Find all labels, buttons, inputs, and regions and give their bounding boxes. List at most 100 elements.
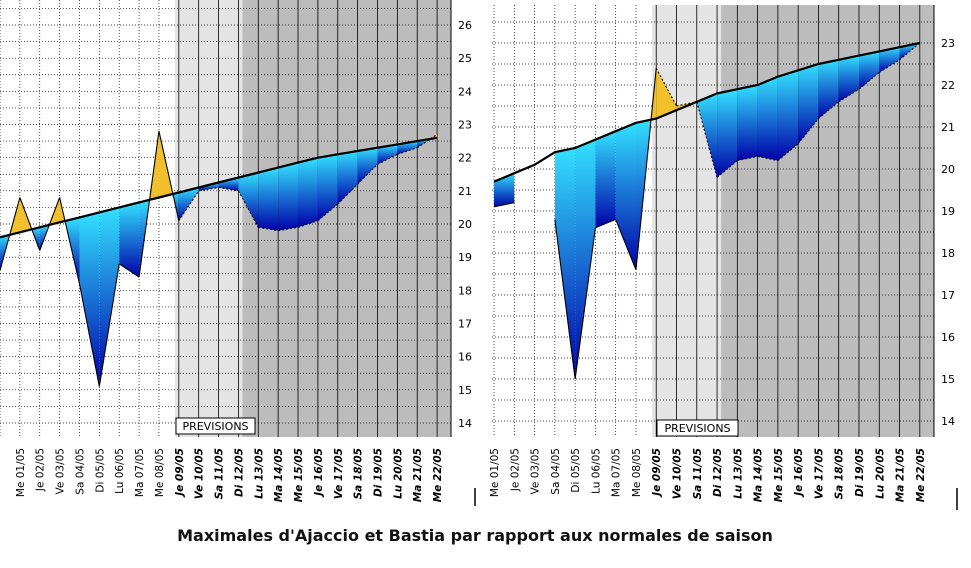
anomaly-below-normal (377, 144, 398, 165)
y-tick-label: 18 (458, 284, 472, 297)
y-tick-label: 20 (941, 163, 955, 176)
max-temp-segment (595, 218, 616, 229)
seasonal-normal-line (0, 136, 438, 239)
x-tick-label: Me 15/05 (773, 448, 785, 502)
anomaly-below-normal (737, 85, 758, 161)
anomaly-above-normal (656, 68, 677, 119)
anomaly-below-normal (615, 122, 636, 270)
y-tick-label: 24 (458, 85, 472, 98)
x-tick-label: Di 05/05 (570, 448, 582, 493)
forecast-label: PREVISIONS (664, 422, 730, 435)
max-temp-segment (554, 219, 576, 380)
max-temp-segment (297, 220, 319, 228)
max-temp-segment (757, 155, 778, 162)
max-temp-segment (357, 163, 378, 185)
y-tick-label: 26 (458, 19, 472, 32)
bastia-chart: 14 15 16 17 18 19 20 21 22 23 Me 01/05 Je 02/05 Ve 0… (474, 5, 955, 506)
max-temp-segment (737, 155, 758, 162)
anomaly-below-normal (777, 70, 799, 161)
max-temp-segment (858, 71, 880, 90)
anomaly-below-normal (119, 202, 140, 278)
max-temp-segment (118, 263, 140, 278)
max-temp-segment (615, 219, 637, 271)
x-tick-label: Je 09/05 (174, 448, 186, 498)
x-tick-label: Me 08/05 (631, 448, 643, 497)
x-tick-label: Lu 13/05 (732, 448, 744, 499)
x-tick-label: Sa 18/05 (353, 448, 365, 499)
max-temp-segment (696, 101, 718, 178)
max-temp-segment (317, 203, 339, 222)
x-tick-label: Je 16/05 (313, 448, 325, 498)
x-tick-label: Sa 11/05 (214, 448, 226, 499)
anomaly-below-normal (818, 59, 839, 119)
max-temp-segment (397, 147, 418, 155)
max-temp-segment (198, 186, 219, 192)
y-tick-label: 16 (941, 331, 955, 344)
x-tick-label: Ma 07/05 (134, 448, 146, 497)
max-temp-segment (78, 283, 100, 387)
max-temp-segment (574, 227, 596, 380)
y-tick-label: 17 (458, 318, 472, 331)
max-temp-segment (797, 118, 819, 145)
anomaly-below-normal (278, 162, 298, 231)
y-tick-label: 20 (458, 218, 472, 231)
x-tick-label: Je 02/05 (509, 448, 521, 492)
max-temp-segment (493, 202, 515, 208)
max-temp-segment (716, 160, 738, 178)
y-tick-label: 22 (458, 152, 472, 165)
x-tick-label: Me 22/05 (432, 448, 444, 502)
x-tick-label: Me 15/05 (293, 448, 305, 502)
x-tick-label: Sa 04/05 (74, 448, 86, 495)
x-tick-label: Ve 03/05 (530, 448, 542, 494)
max-temp-segment (818, 101, 840, 120)
anomaly-below-normal (595, 131, 616, 228)
x-tick-label: Ve 17/05 (333, 448, 345, 499)
max-temp-segment (337, 183, 359, 205)
y-tick-label: 23 (941, 37, 955, 50)
y-tick-label: 18 (941, 247, 955, 260)
y-tick-label: 23 (458, 119, 472, 132)
max-temp-segment (158, 131, 180, 221)
x-tick-label: Di 12/05 (233, 448, 245, 497)
x-tick-label: Ma 14/05 (753, 448, 765, 502)
y-tick-label: 16 (458, 351, 472, 364)
max-temp-segment (19, 197, 41, 251)
x-tick-label: Ma 21/05 (895, 448, 907, 502)
y-tick-label: 14 (941, 415, 955, 428)
anomaly-below-normal (298, 157, 318, 228)
x-tick-label: Di 12/05 (712, 448, 724, 497)
max-temp-segment (218, 186, 239, 192)
forecast-near-band (174, 0, 243, 437)
anomaly-below-normal (79, 212, 100, 387)
anomaly-below-normal (317, 154, 338, 221)
x-tick-label: Je 16/05 (793, 448, 805, 498)
x-tick-label: Di 19/05 (854, 448, 866, 497)
x-tick-label: Me 01/05 (15, 448, 27, 497)
max-temp-segment (278, 226, 299, 232)
seasonal-normal-line (493, 41, 921, 183)
anomaly-below-normal (337, 151, 358, 205)
anomaly-below-normal (717, 89, 738, 178)
anomaly-below-normal (99, 207, 120, 387)
y-tick-label: 15 (458, 384, 472, 397)
ajaccio-chart: 14 15 16 17 18 19 20 21 22 23 24 25 26 Me 01/05 Je 02/… (0, 0, 472, 502)
x-tick-label: Sa 18/05 (834, 448, 846, 499)
anomaly-below-normal (258, 167, 279, 231)
max-temp-segment (899, 42, 921, 61)
x-tick-label: Ve 03/05 (55, 448, 67, 494)
y-tick-label: 14 (458, 417, 472, 430)
x-tick-label: Di 19/05 (372, 448, 384, 497)
figure-caption: Maximales d'Ajaccio et Bastia par rappor… (177, 526, 773, 545)
x-tick-label: Me 01/05 (489, 448, 501, 497)
x-tick-label: Ma 07/05 (611, 448, 623, 497)
anomaly-below-normal (218, 177, 239, 191)
anomaly-below-normal (798, 64, 819, 144)
max-temp-segment (59, 197, 81, 284)
max-temp-segment (178, 190, 200, 221)
x-tick-label: Sa 11/05 (692, 448, 704, 499)
y-tick-label: 21 (941, 121, 955, 134)
anomaly-below-normal (494, 173, 515, 207)
forecast-label-box (656, 419, 739, 437)
y-tick-label: 22 (941, 79, 955, 92)
max-temp-segment (138, 131, 160, 278)
